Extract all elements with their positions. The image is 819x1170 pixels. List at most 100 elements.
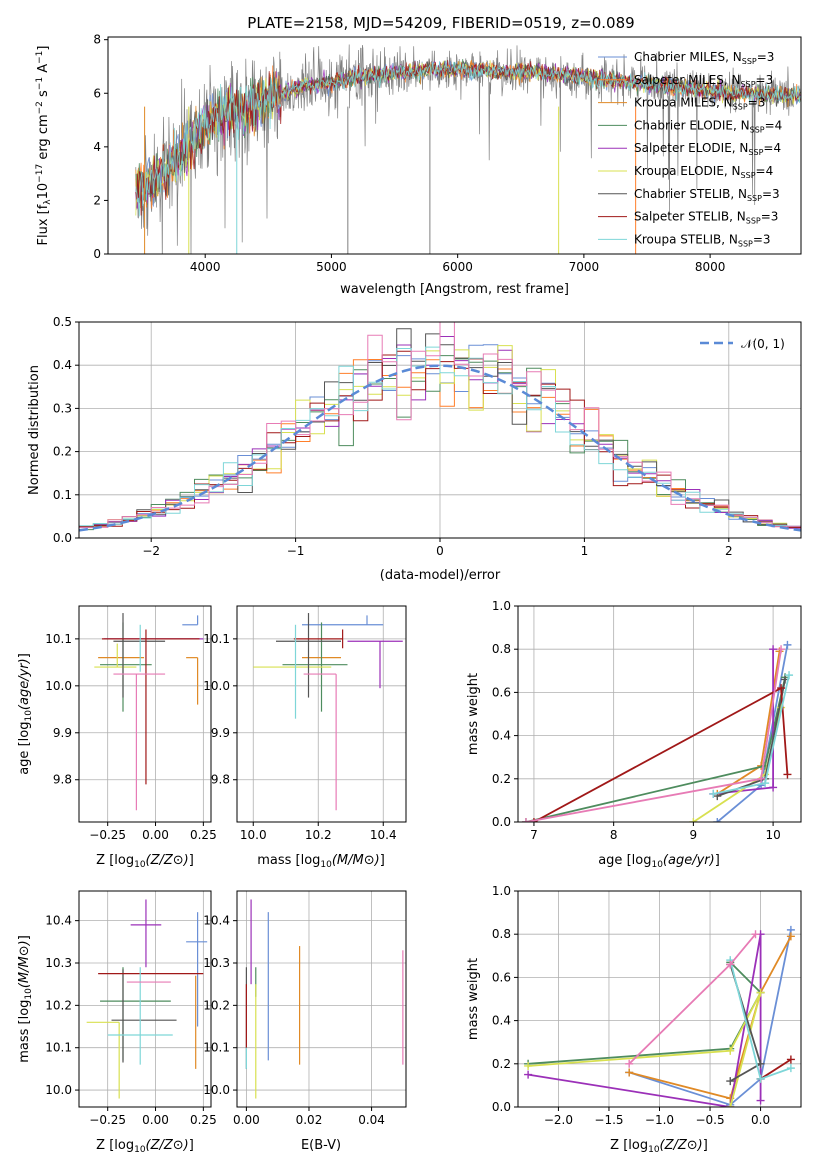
- y-tick-label: 0.8: [492, 927, 511, 941]
- mw_vs_age-lines: [521, 640, 794, 822]
- x-tick-label: 0.04: [358, 1113, 385, 1127]
- mass-weight-marker: [761, 779, 770, 788]
- spectrum-frame: [107, 36, 802, 255]
- mass_vs_EBV-axes: 0.00 0.02 0.04 10.0 10.1 10.2 10.3 10.4: [203, 891, 406, 1127]
- mass-weight-marker: [785, 671, 794, 680]
- mw-vs-Z-y-label: mass weight: [466, 958, 481, 1040]
- y-tick-label: 0.0: [492, 1100, 511, 1114]
- age-vs-mass-x-label: mass [log10(M/M⊙)]: [257, 853, 385, 870]
- y-tick-label: 2: [93, 193, 101, 207]
- mass-weight-marker: [689, 818, 698, 822]
- mass-weight-marker: [783, 640, 792, 649]
- x-tick-label: 10.4: [370, 828, 397, 842]
- mass-weight-marker: [529, 818, 538, 822]
- mass-weight-marker: [783, 770, 792, 779]
- residual-histogram-step: [79, 322, 801, 538]
- y-tick-label: 10.3: [45, 956, 72, 970]
- mass-weight-marker: [756, 988, 765, 997]
- mw_vs_Z-lines: [524, 925, 795, 1107]
- y-tick-label: 1.0: [492, 599, 511, 613]
- y-tick-label: 8: [93, 33, 101, 47]
- x-tick-label: 0.0: [751, 1113, 770, 1127]
- age-vs-Z-y-label: age [log10(age/yr)]: [17, 653, 34, 775]
- x-tick-label: 9: [690, 828, 698, 842]
- y-tick-label: 10.1: [45, 1041, 72, 1055]
- y-tick-label: 0.8: [492, 642, 511, 656]
- y-tick-label: 0.2: [492, 1057, 511, 1071]
- age_vs_Z-frame: [78, 605, 212, 823]
- y-tick-label: 0.0: [53, 531, 72, 545]
- mass-weight-marker: [757, 774, 766, 783]
- y-tick-label: 10.2: [45, 998, 72, 1012]
- residuals-frame: [78, 321, 802, 539]
- y-tick-label: 0.4: [492, 1014, 511, 1028]
- mass-weight-marker: [709, 789, 718, 798]
- mass-weight-marker: [524, 1070, 533, 1079]
- x-tick-label: 0.25: [190, 828, 217, 842]
- x-tick-label: 10: [765, 828, 780, 842]
- residuals-axes: −2 −1 0 1 2 0.0 0.1 0.2 0.3 0.4 0.5: [53, 315, 801, 558]
- x-tick-label: 1: [581, 544, 589, 558]
- mass-weight-marker: [625, 1068, 634, 1077]
- mass-weight-marker: [786, 932, 795, 941]
- y-tick-label: 1.0: [492, 884, 511, 898]
- x-tick-label: −0.5: [695, 1113, 724, 1127]
- x-tick-label: −1.0: [645, 1113, 674, 1127]
- y-tick-label: 0.2: [492, 772, 511, 786]
- mass-vs-Z-x-label: Z [log10(Z/Z⊙)]: [96, 1138, 194, 1155]
- mass-weight-line: [760, 1058, 792, 1080]
- mass_vs_EBV-frame: [236, 890, 407, 1108]
- mass_vs_Z-frame: [78, 890, 212, 1108]
- model-spectrum-line: [135, 60, 801, 217]
- legend-entry: Kroupa MILES, NSSP=3: [634, 96, 765, 112]
- legend-entry: Chabrier ELODIE, NSSP=4: [634, 118, 782, 134]
- x-tick-label: 7: [530, 828, 538, 842]
- y-tick-label: 10.3: [203, 956, 230, 970]
- x-tick-label: 6000: [442, 260, 473, 274]
- x-tick-label: −2.0: [544, 1113, 573, 1127]
- mass-weight-marker: [524, 1061, 533, 1070]
- residuals-y-label: Normed distribution: [27, 365, 42, 495]
- y-tick-label: 6: [93, 86, 101, 100]
- spectrum-lines: [135, 44, 801, 254]
- mass-weight-marker: [756, 1074, 765, 1083]
- legend-entry: Salpeter STELIB, NSSP=3: [634, 210, 778, 226]
- x-tick-label: −0.25: [89, 1113, 126, 1127]
- x-tick-label: 0.25: [190, 1113, 217, 1127]
- y-tick-label: 10.4: [203, 914, 230, 928]
- x-tick-label: 10.0: [240, 828, 267, 842]
- x-tick-label: 2: [725, 544, 733, 558]
- mass-weight-line: [628, 935, 792, 1100]
- y-tick-label: 9.9: [53, 726, 72, 740]
- mw_vs_Z-frame: [517, 890, 802, 1108]
- x-tick-label: 0.00: [142, 828, 169, 842]
- legend-entry: Kroupa ELODIE, NSSP=4: [634, 164, 773, 180]
- x-tick-label: 0.00: [142, 1113, 169, 1127]
- mass-weight-marker: [726, 1103, 735, 1107]
- legend-entry: Kroupa STELIB, NSSP=3: [634, 232, 771, 248]
- x-tick-label: 8000: [695, 260, 726, 274]
- mass-vs-Z-y-label: mass [log10(M/M⊙)]: [17, 935, 34, 1063]
- mw_vs_age-frame: [517, 605, 802, 823]
- y-tick-label: 10.1: [45, 632, 72, 646]
- mass-vs-EBV-x-label: E(B-V): [301, 1138, 341, 1153]
- mass-weight-line: [628, 929, 792, 1106]
- mass-weight-marker: [777, 684, 786, 693]
- x-tick-label: −1: [287, 544, 305, 558]
- x-tick-label: −2: [142, 544, 160, 558]
- mass-weight-marker: [786, 1064, 795, 1073]
- y-tick-label: 0.0: [492, 815, 511, 829]
- legend-entry: Chabrier STELIB, NSSP=3: [634, 187, 780, 203]
- mass-weight-marker: [726, 1046, 735, 1055]
- spectrum-x-label: wavelength [Angstrom, rest frame]: [340, 282, 569, 297]
- y-tick-label: 0.1: [53, 488, 72, 502]
- mass-weight-marker: [713, 818, 722, 822]
- figure-title: PLATE=2158, MJD=54209, FIBERID=0519, z=0…: [247, 14, 634, 32]
- residual-histograms: [79, 322, 801, 538]
- x-tick-label: 8: [610, 828, 618, 842]
- spectrum-legend: Chabrier MILES, NSSP=3 Salpeter MILES, NS…: [598, 50, 782, 248]
- age_vs_Z-errorbars: [94, 613, 204, 811]
- y-tick-label: 9.8: [53, 773, 72, 787]
- x-tick-label: −0.25: [89, 828, 126, 842]
